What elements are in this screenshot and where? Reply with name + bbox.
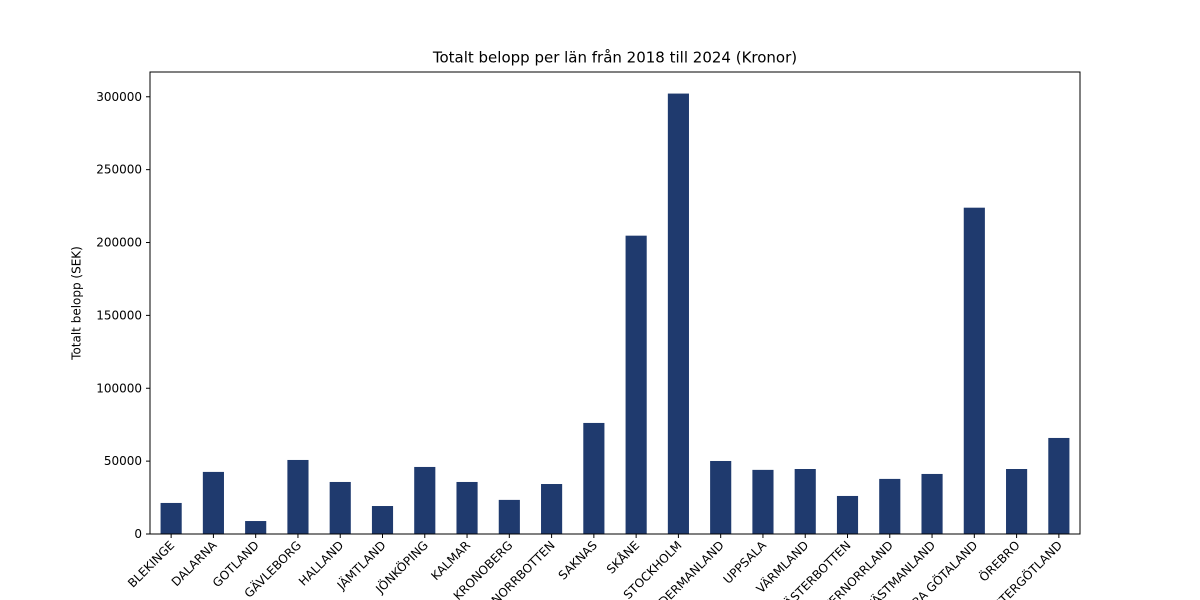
- bar: [245, 521, 267, 534]
- y-axis-label: Totalt belopp (SEK): [70, 246, 84, 361]
- y-tick-label: 300000: [96, 90, 142, 104]
- bar: [202, 471, 224, 534]
- bar: [1006, 468, 1028, 534]
- bar: [710, 460, 732, 534]
- bar: [921, 473, 943, 534]
- y-tick-label: 50000: [104, 454, 142, 468]
- bar: [794, 468, 816, 534]
- y-tick-label: 250000: [96, 163, 142, 177]
- chart-title: Totalt belopp per län från 2018 till 202…: [432, 49, 797, 67]
- bar: [879, 478, 901, 534]
- bar: [456, 481, 478, 534]
- bar: [414, 466, 436, 534]
- bar: [667, 93, 689, 535]
- plot-frame: [149, 71, 1081, 535]
- bar: [836, 495, 859, 534]
- bar: [1048, 437, 1070, 534]
- y-tick-label: 0: [134, 527, 142, 541]
- bar: [329, 481, 351, 534]
- bar: [498, 499, 520, 534]
- y-tick-label: 150000: [96, 308, 142, 322]
- y-tick-label: 100000: [96, 381, 142, 395]
- bar: [752, 469, 774, 534]
- bar: [160, 502, 182, 534]
- bar: [583, 422, 605, 534]
- bar: [371, 506, 394, 534]
- bar: [625, 235, 647, 534]
- bar: [541, 484, 563, 534]
- bar: [963, 207, 985, 534]
- y-tick-label: 200000: [96, 236, 142, 250]
- bar: [287, 459, 309, 534]
